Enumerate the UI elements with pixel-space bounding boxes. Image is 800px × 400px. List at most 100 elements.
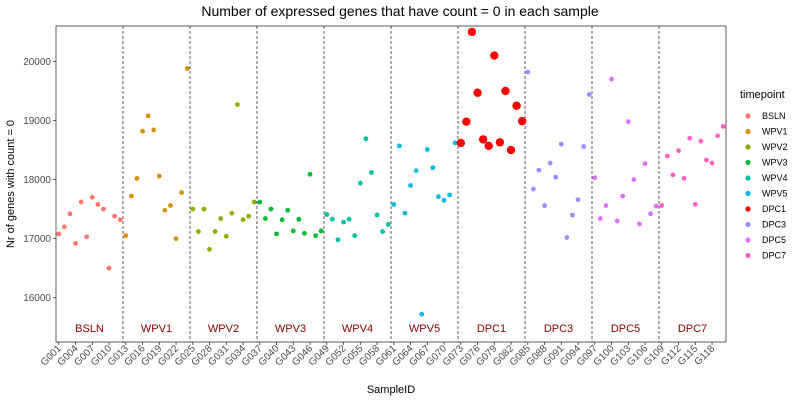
data-point-wpv3	[262, 216, 268, 221]
data-point-dpc7	[659, 203, 665, 208]
data-point-dpc3	[558, 141, 564, 147]
data-point-wpv1	[173, 236, 179, 242]
data-point-wpv2	[240, 217, 246, 223]
data-point-dpc7	[709, 160, 715, 166]
data-point-wpv4	[341, 219, 346, 225]
data-point-bsln	[78, 199, 84, 205]
data-point-wpv4	[335, 237, 341, 243]
data-point-dpc3	[525, 69, 531, 75]
data-point-dpc7	[670, 172, 676, 178]
data-point-wpv5	[452, 140, 458, 146]
data-point-wpv3	[279, 217, 285, 223]
y-tick-label: 18000	[23, 175, 51, 186]
data-point-wpv2	[190, 206, 196, 212]
data-point-wpv2	[229, 210, 235, 216]
data-point-dpc1	[467, 27, 477, 37]
data-point-dpc3	[564, 235, 570, 240]
data-point-dpc3	[570, 212, 575, 218]
data-point-dpc1	[495, 138, 505, 147]
group-dividers	[122, 26, 660, 342]
data-point-dpc5	[637, 221, 642, 227]
data-point-dpc3	[542, 203, 547, 208]
data-point-dpc1	[512, 101, 521, 110]
data-point-wpv5	[430, 165, 436, 171]
data-point-dpc1	[462, 117, 471, 126]
data-point-wpv5	[402, 210, 408, 216]
legend-label-dpc1: DPC1	[762, 204, 786, 214]
data-point-bsln	[101, 206, 106, 212]
data-point-wpv3	[290, 228, 296, 234]
data-point-dpc1	[506, 145, 516, 155]
y-axis: 16000 17000 18000 19000 20000	[23, 57, 56, 304]
data-point-wpv4	[357, 180, 363, 186]
data-point-dpc3	[581, 144, 587, 149]
data-point-wpv5	[419, 311, 425, 317]
data-point-dpc1	[478, 135, 488, 144]
legend-key-wpv2	[745, 144, 751, 150]
legend-label-wpv3: WPV3	[762, 158, 788, 168]
data-point-dpc5	[620, 193, 626, 199]
data-point-bsln	[106, 265, 112, 271]
data-point-wpv4	[352, 233, 358, 239]
data-point-wpv4	[374, 212, 380, 218]
data-point-wpv3	[307, 171, 313, 177]
data-point-wpv1	[140, 128, 145, 134]
data-point-dpc5	[631, 177, 637, 182]
data-point-wpv4	[324, 212, 330, 217]
data-point-dpc5	[653, 203, 659, 209]
data-point-wpv2	[251, 199, 257, 205]
legend-key-wpv3	[745, 159, 751, 166]
data-point-dpc7	[698, 138, 704, 144]
group-label-dpc5: DPC5	[611, 323, 640, 335]
legend-key-dpc7	[745, 252, 751, 259]
legend-key-bsln	[745, 113, 751, 119]
data-point-bsln	[73, 240, 78, 246]
data-point-wpv2	[223, 233, 229, 239]
legend-label-dpc3: DPC3	[762, 220, 786, 230]
data-point-dpc5	[592, 175, 598, 181]
data-point-wpv1	[134, 175, 140, 181]
data-point-dpc3	[586, 92, 592, 97]
data-point-wpv2	[201, 206, 207, 212]
y-tick-label: 20000	[23, 57, 51, 68]
data-point-wpv3	[257, 199, 263, 205]
data-point-dpc1	[456, 138, 465, 148]
data-point-dpc5	[603, 203, 609, 208]
group-label-wpv2: WPV2	[208, 323, 239, 335]
y-tick-label: 19000	[23, 116, 51, 127]
data-point-wpv2	[218, 216, 224, 221]
data-point-wpv1	[145, 113, 151, 119]
legend-title: timepoint	[740, 89, 785, 101]
data-point-dpc7	[681, 175, 687, 181]
data-point-dpc5	[642, 161, 648, 167]
data-point-dpc7	[692, 201, 698, 207]
legend-key-wpv5	[745, 190, 751, 197]
data-point-dpc7	[704, 157, 709, 163]
data-point-wpv2	[207, 246, 212, 252]
data-point-wpv1	[168, 203, 173, 208]
legend-label-bsln: BSLN	[762, 111, 786, 121]
group-label-wpv5: WPV5	[409, 323, 440, 335]
data-point-wpv1	[128, 193, 134, 199]
data-point-bsln	[56, 231, 62, 237]
group-label-wpv1: WPV1	[141, 323, 172, 335]
data-point-wpv3	[268, 206, 274, 212]
data-point-bsln	[117, 217, 123, 223]
data-point-dpc7	[720, 124, 726, 129]
legend-label-dpc7: DPC7	[762, 251, 786, 261]
legend-label-wpv2: WPV2	[762, 142, 788, 152]
data-point-dpc3	[536, 167, 542, 173]
data-point-bsln	[112, 213, 118, 219]
legend-label-wpv1: WPV1	[762, 127, 788, 137]
data-point-wpv3	[302, 230, 307, 236]
data-point-dpc5	[625, 119, 631, 125]
data-point-bsln	[84, 234, 90, 240]
data-point-wpv2	[212, 229, 218, 234]
data-point-wpv4	[385, 222, 391, 227]
group-label-wpv4: WPV4	[342, 323, 373, 335]
data-point-wpv5	[441, 197, 447, 203]
data-point-wpv2	[235, 102, 240, 107]
data-point-bsln	[67, 211, 73, 217]
data-point-wpv1	[162, 207, 168, 213]
